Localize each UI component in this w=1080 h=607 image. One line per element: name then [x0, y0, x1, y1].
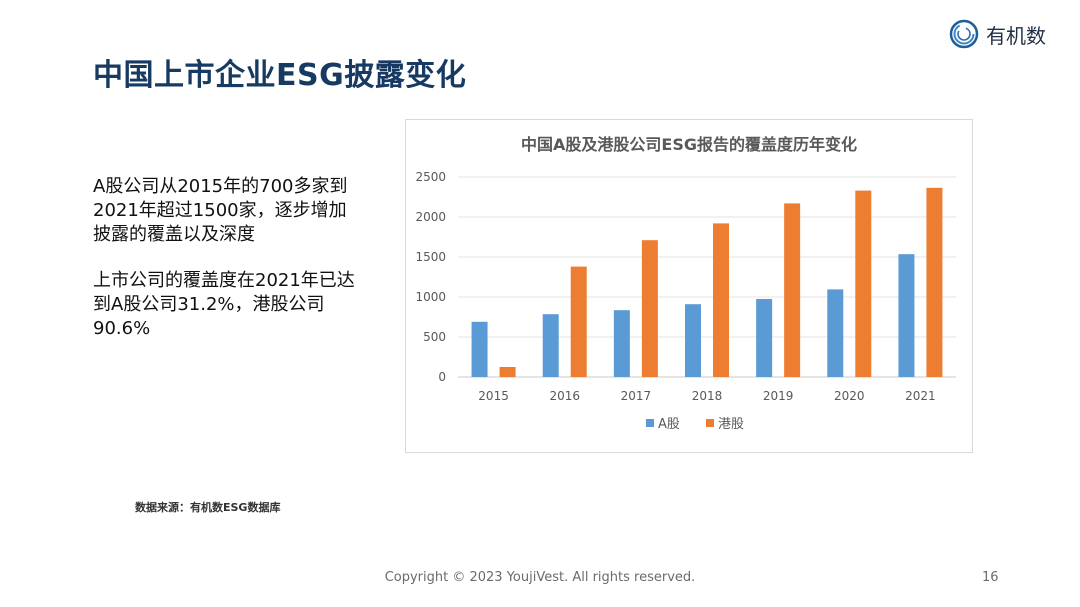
- grid-lines: [458, 176, 956, 378]
- chart-frame: 中国A股及港股公司ESG报告的覆盖度历年变化 0 500 1000 1500 2000 2…: [405, 119, 973, 453]
- y-tick-label: 0: [438, 370, 446, 384]
- chart-title: 中国A股及港股公司ESG报告的覆盖度历年变化: [521, 135, 857, 154]
- copyright-footer: Copyright © 2023 YoujiVest. All rights r…: [384, 570, 696, 585]
- x-tick-label: 2019: [763, 389, 794, 403]
- bar-a-share-2018: [685, 304, 701, 377]
- bar-hk-share-2019: [784, 203, 801, 377]
- bar-hk-share-2017: [641, 240, 658, 377]
- bar-a-share-2017: [613, 310, 630, 377]
- y-tick-label: 1500: [415, 250, 446, 264]
- page-title: 中国上市企业ESG披露变化: [93, 58, 467, 93]
- logo-text: 有机数: [986, 23, 1046, 48]
- bar-hk-share-2015: [499, 367, 516, 377]
- legend-swatch: [706, 419, 714, 427]
- legend-swatch: [646, 419, 654, 427]
- summary-text: A股公司从2015年的700多家到2021年超过1500家，逐步增加披露的覆盖以…: [93, 175, 363, 363]
- x-tick-label: 2021: [905, 389, 936, 403]
- summary-paragraph-2: 上市公司的覆盖度在2021年已达到A股公司31.2%，港股公司90.6%: [93, 270, 355, 339]
- x-tick-label: 2020: [834, 389, 865, 403]
- legend-label: 港股: [718, 417, 744, 432]
- y-tick-label: 500: [423, 330, 446, 344]
- x-tick-label: 2017: [621, 389, 652, 403]
- x-axis-ticks: 2015 2016 2017 2018 2019 2020 2021: [478, 389, 935, 403]
- bar-hk-share-2018: [713, 223, 729, 377]
- y-tick-label: 1000: [415, 290, 446, 304]
- legend-label: A股: [658, 417, 680, 432]
- bar-a-share-2019: [756, 299, 773, 377]
- legend: A股 港股: [646, 417, 744, 432]
- bars: [471, 187, 943, 377]
- bar-a-share-2016: [542, 314, 559, 377]
- bar-chart: 中国A股及港股公司ESG报告的覆盖度历年变化 0 500 1000 1500 2000 2…: [415, 135, 956, 432]
- data-source-note: 数据来源：有机数ESG数据库: [135, 501, 281, 514]
- y-tick-label: 2000: [415, 210, 446, 224]
- x-tick-label: 2015: [478, 389, 509, 403]
- summary-paragraph-1: A股公司从2015年的700多家到2021年超过1500家，逐步增加披露的覆盖以…: [93, 176, 348, 245]
- bar-a-share-2015: [471, 321, 488, 377]
- logo-ring-icon: [949, 19, 979, 49]
- bar-hk-share-2020: [855, 190, 872, 377]
- brand-logo: 有机数: [948, 18, 1046, 50]
- y-axis-ticks: 0 500 1000 1500 2000 2500: [415, 170, 446, 384]
- x-tick-label: 2016: [549, 389, 580, 403]
- bar-a-share-2020: [827, 289, 844, 377]
- page-number: 16: [982, 570, 999, 585]
- bar-a-share-2021: [898, 254, 915, 377]
- y-tick-label: 2500: [415, 170, 446, 184]
- bar-hk-share-2016: [570, 266, 587, 377]
- x-tick-label: 2018: [692, 389, 723, 403]
- bar-hk-share-2021: [926, 187, 943, 377]
